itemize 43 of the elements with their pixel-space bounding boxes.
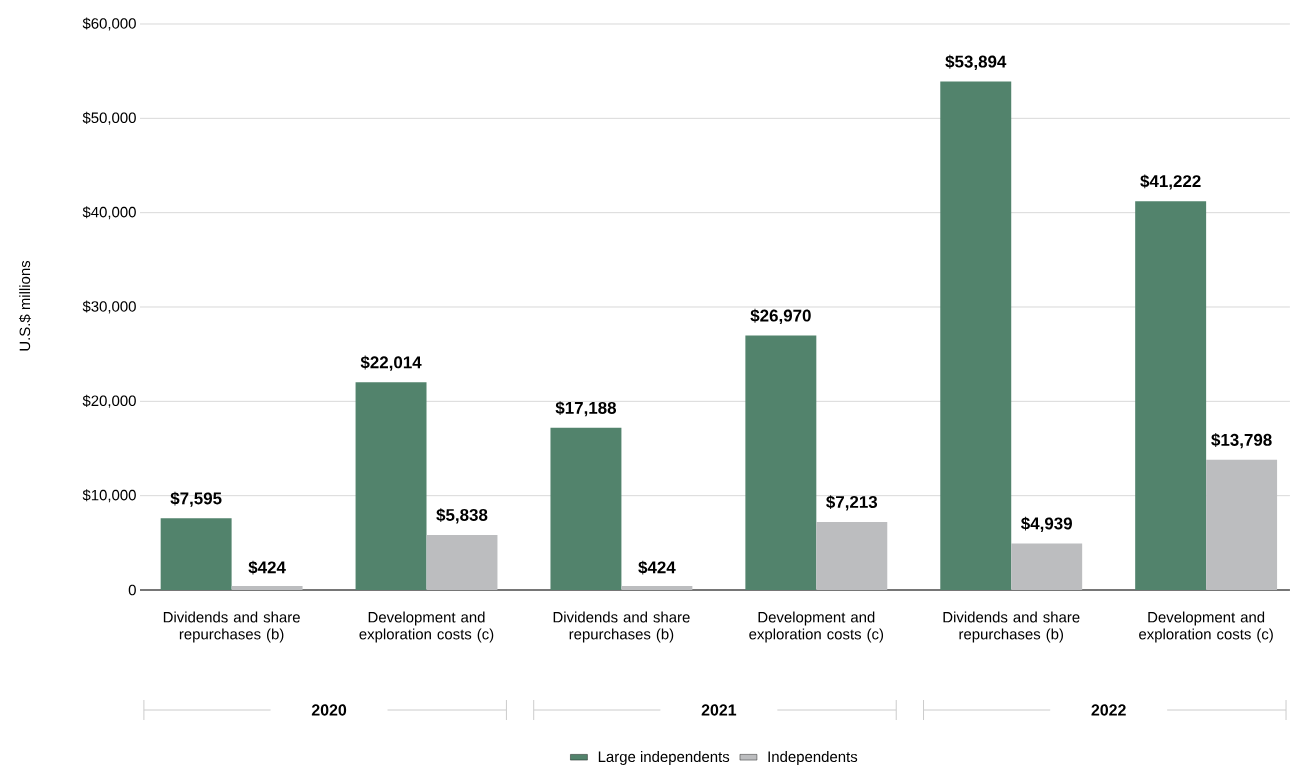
bar	[426, 534, 498, 590]
bar	[1206, 459, 1278, 590]
y-tick-label: $20,000	[82, 394, 136, 408]
data-label: $22,014	[360, 355, 422, 371]
data-label: $17,188	[555, 401, 617, 417]
bar	[816, 521, 888, 590]
x-tick-label: Development and exploration costs (c)	[359, 611, 494, 643]
y-axis-title: U.S.$ millions	[18, 260, 32, 351]
data-label: $7,595	[170, 491, 222, 507]
y-tick-label: $60,000	[82, 17, 136, 31]
bar	[1135, 201, 1207, 590]
bar	[231, 586, 303, 590]
x-tick-label: Dividends and share repurchases (b)	[553, 611, 690, 643]
bar	[745, 335, 817, 590]
data-label: $424	[638, 560, 676, 575]
data-label: $26,970	[750, 308, 811, 325]
text: 2022	[1091, 704, 1126, 716]
y-tick-label: $40,000	[82, 206, 136, 220]
y-tick-label: 0	[128, 584, 136, 596]
legend-label: Independents	[768, 751, 858, 765]
bar	[160, 518, 232, 590]
x-tick-label: Development and exploration costs (c)	[749, 611, 884, 643]
x-tick-label: Dividends and share repurchases (b)	[943, 611, 1080, 643]
bar	[550, 427, 622, 590]
data-label: $41,222	[1140, 174, 1201, 190]
legend-label: Large independents	[598, 751, 730, 765]
text: 2020	[311, 704, 347, 716]
data-label: $53,894	[945, 54, 1007, 71]
bar	[621, 586, 693, 590]
data-label: $4,939	[1021, 516, 1072, 532]
data-label: $424	[248, 560, 286, 575]
data-label: $5,838	[436, 508, 488, 524]
bar	[940, 81, 1012, 590]
y-tick-label: $30,000	[82, 300, 136, 314]
data-label: $13,798	[1211, 433, 1272, 449]
x-tick-label: Dividends and share repurchases (b)	[163, 611, 300, 643]
y-tick-label: $50,000	[82, 111, 136, 125]
bar	[355, 382, 427, 590]
text: 2021	[701, 704, 737, 716]
data-label: $7,213	[826, 495, 878, 511]
x-tick-label: Development and exploration costs (c)	[1139, 611, 1273, 643]
y-tick-label: $10,000	[82, 489, 136, 503]
bar	[1011, 543, 1083, 590]
